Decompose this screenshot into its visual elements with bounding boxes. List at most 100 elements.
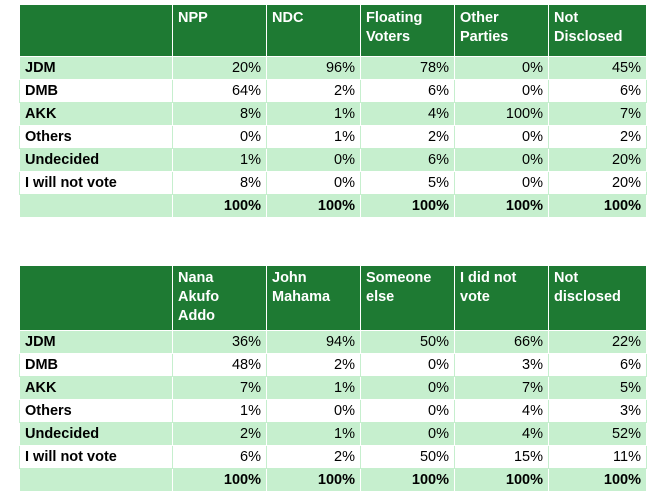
table-cell: 52% [548, 422, 647, 446]
column-header: NDC [266, 4, 361, 57]
row-label-empty [19, 194, 173, 218]
table-row: JDM 20% 96% 78% 0% 45% [19, 56, 647, 80]
row-label: JDM [19, 330, 173, 354]
table-party-affiliation: NPP NDC Floating Voters Other Parties Not D… [19, 4, 647, 218]
table-cell: 45% [548, 56, 647, 80]
table-cell: 3% [454, 353, 549, 377]
table-cell: 2% [360, 125, 455, 149]
column-header: Not Disclosed [548, 4, 647, 57]
table-cell: 96% [266, 56, 361, 80]
table-cell: 0% [266, 399, 361, 423]
table-cell: 2% [172, 422, 267, 446]
table-cell: 100% [454, 102, 549, 126]
table-cell: 94% [266, 330, 361, 354]
total-cell: 100% [172, 194, 267, 218]
table-cell: 0% [454, 125, 549, 149]
total-cell: 100% [454, 194, 549, 218]
table-cell: 48% [172, 353, 267, 377]
table-row: DMB 48% 2% 0% 3% 6% [19, 353, 647, 377]
row-label: Others [19, 125, 173, 149]
table-cell: 1% [266, 376, 361, 400]
table-cell: 0% [454, 171, 549, 195]
table-header-corner [19, 4, 173, 57]
table-cell: 6% [548, 79, 647, 103]
row-label: DMB [19, 79, 173, 103]
table-cell: 7% [454, 376, 549, 400]
table-cell: 5% [360, 171, 455, 195]
table-cell: 6% [548, 353, 647, 377]
table-cell: 0% [360, 353, 455, 377]
table-row: Undecided 2% 1% 0% 4% 52% [19, 422, 647, 446]
table-cell: 6% [360, 148, 455, 172]
table-cell: 6% [172, 445, 267, 469]
table-cell: 1% [266, 422, 361, 446]
column-header: Not disclosed [548, 265, 647, 331]
table-cell: 5% [548, 376, 647, 400]
table-cell: 1% [172, 399, 267, 423]
table-total-row: 100% 100% 100% 100% 100% [19, 194, 647, 218]
row-label: Undecided [19, 422, 173, 446]
table-cell: 0% [360, 422, 455, 446]
row-label: AKK [19, 376, 173, 400]
column-header: Nana Akufo Addo [172, 265, 267, 331]
table-cell: 66% [454, 330, 549, 354]
table-cell: 0% [360, 399, 455, 423]
table-cell: 0% [172, 125, 267, 149]
table-cell: 50% [360, 445, 455, 469]
total-cell: 100% [548, 468, 647, 492]
column-header: Other Parties [454, 4, 549, 57]
table-cell: 36% [172, 330, 267, 354]
table-cell: 0% [360, 376, 455, 400]
table-header-row: NPP NDC Floating Voters Other Parties Not D… [19, 4, 647, 57]
row-label: I will not vote [19, 445, 173, 469]
table-row: AKK 7% 1% 0% 7% 5% [19, 376, 647, 400]
table-cell: 0% [454, 79, 549, 103]
table-cell: 2% [266, 353, 361, 377]
table-row: DMB 64% 2% 6% 0% 6% [19, 79, 647, 103]
table-cell: 0% [454, 56, 549, 80]
table-cell: 0% [266, 171, 361, 195]
total-cell: 100% [360, 468, 455, 492]
total-cell: 100% [360, 194, 455, 218]
row-label: DMB [19, 353, 173, 377]
table-cell: 4% [454, 422, 549, 446]
table-row: I will not vote 6% 2% 50% 15% 11% [19, 445, 647, 469]
column-header: I did not vote [454, 265, 549, 331]
table-row: JDM 36% 94% 50% 66% 22% [19, 330, 647, 354]
column-header: Floating Voters [360, 4, 455, 57]
table-cell: 1% [266, 102, 361, 126]
table-cell: 0% [266, 148, 361, 172]
table-cell: 64% [172, 79, 267, 103]
table-cell: 4% [360, 102, 455, 126]
table-cell: 78% [360, 56, 455, 80]
table-cell: 20% [548, 148, 647, 172]
table-cell: 3% [548, 399, 647, 423]
column-header: John Mahama [266, 265, 361, 331]
table-cell: 22% [548, 330, 647, 354]
table-cell: 8% [172, 171, 267, 195]
total-cell: 100% [172, 468, 267, 492]
table-cell: 15% [454, 445, 549, 469]
table-total-row: 100% 100% 100% 100% 100% [19, 468, 647, 492]
table-cell: 7% [172, 376, 267, 400]
table-cell: 7% [548, 102, 647, 126]
table-cell: 20% [172, 56, 267, 80]
table-cell: 1% [266, 125, 361, 149]
table-row: Others 0% 1% 2% 0% 2% [19, 125, 647, 149]
table-cell: 11% [548, 445, 647, 469]
table-past-vote: Nana Akufo Addo John Mahama Someone else I d… [19, 265, 647, 492]
row-label: JDM [19, 56, 173, 80]
total-cell: 100% [266, 194, 361, 218]
total-cell: 100% [548, 194, 647, 218]
row-label: AKK [19, 102, 173, 126]
table-cell: 2% [548, 125, 647, 149]
row-label: Undecided [19, 148, 173, 172]
row-label: I will not vote [19, 171, 173, 195]
total-cell: 100% [266, 468, 361, 492]
column-header: NPP [172, 4, 267, 57]
table-cell: 2% [266, 445, 361, 469]
table-row: Others 1% 0% 0% 4% 3% [19, 399, 647, 423]
table-cell: 1% [172, 148, 267, 172]
table-cell: 2% [266, 79, 361, 103]
table-row: Undecided 1% 0% 6% 0% 20% [19, 148, 647, 172]
